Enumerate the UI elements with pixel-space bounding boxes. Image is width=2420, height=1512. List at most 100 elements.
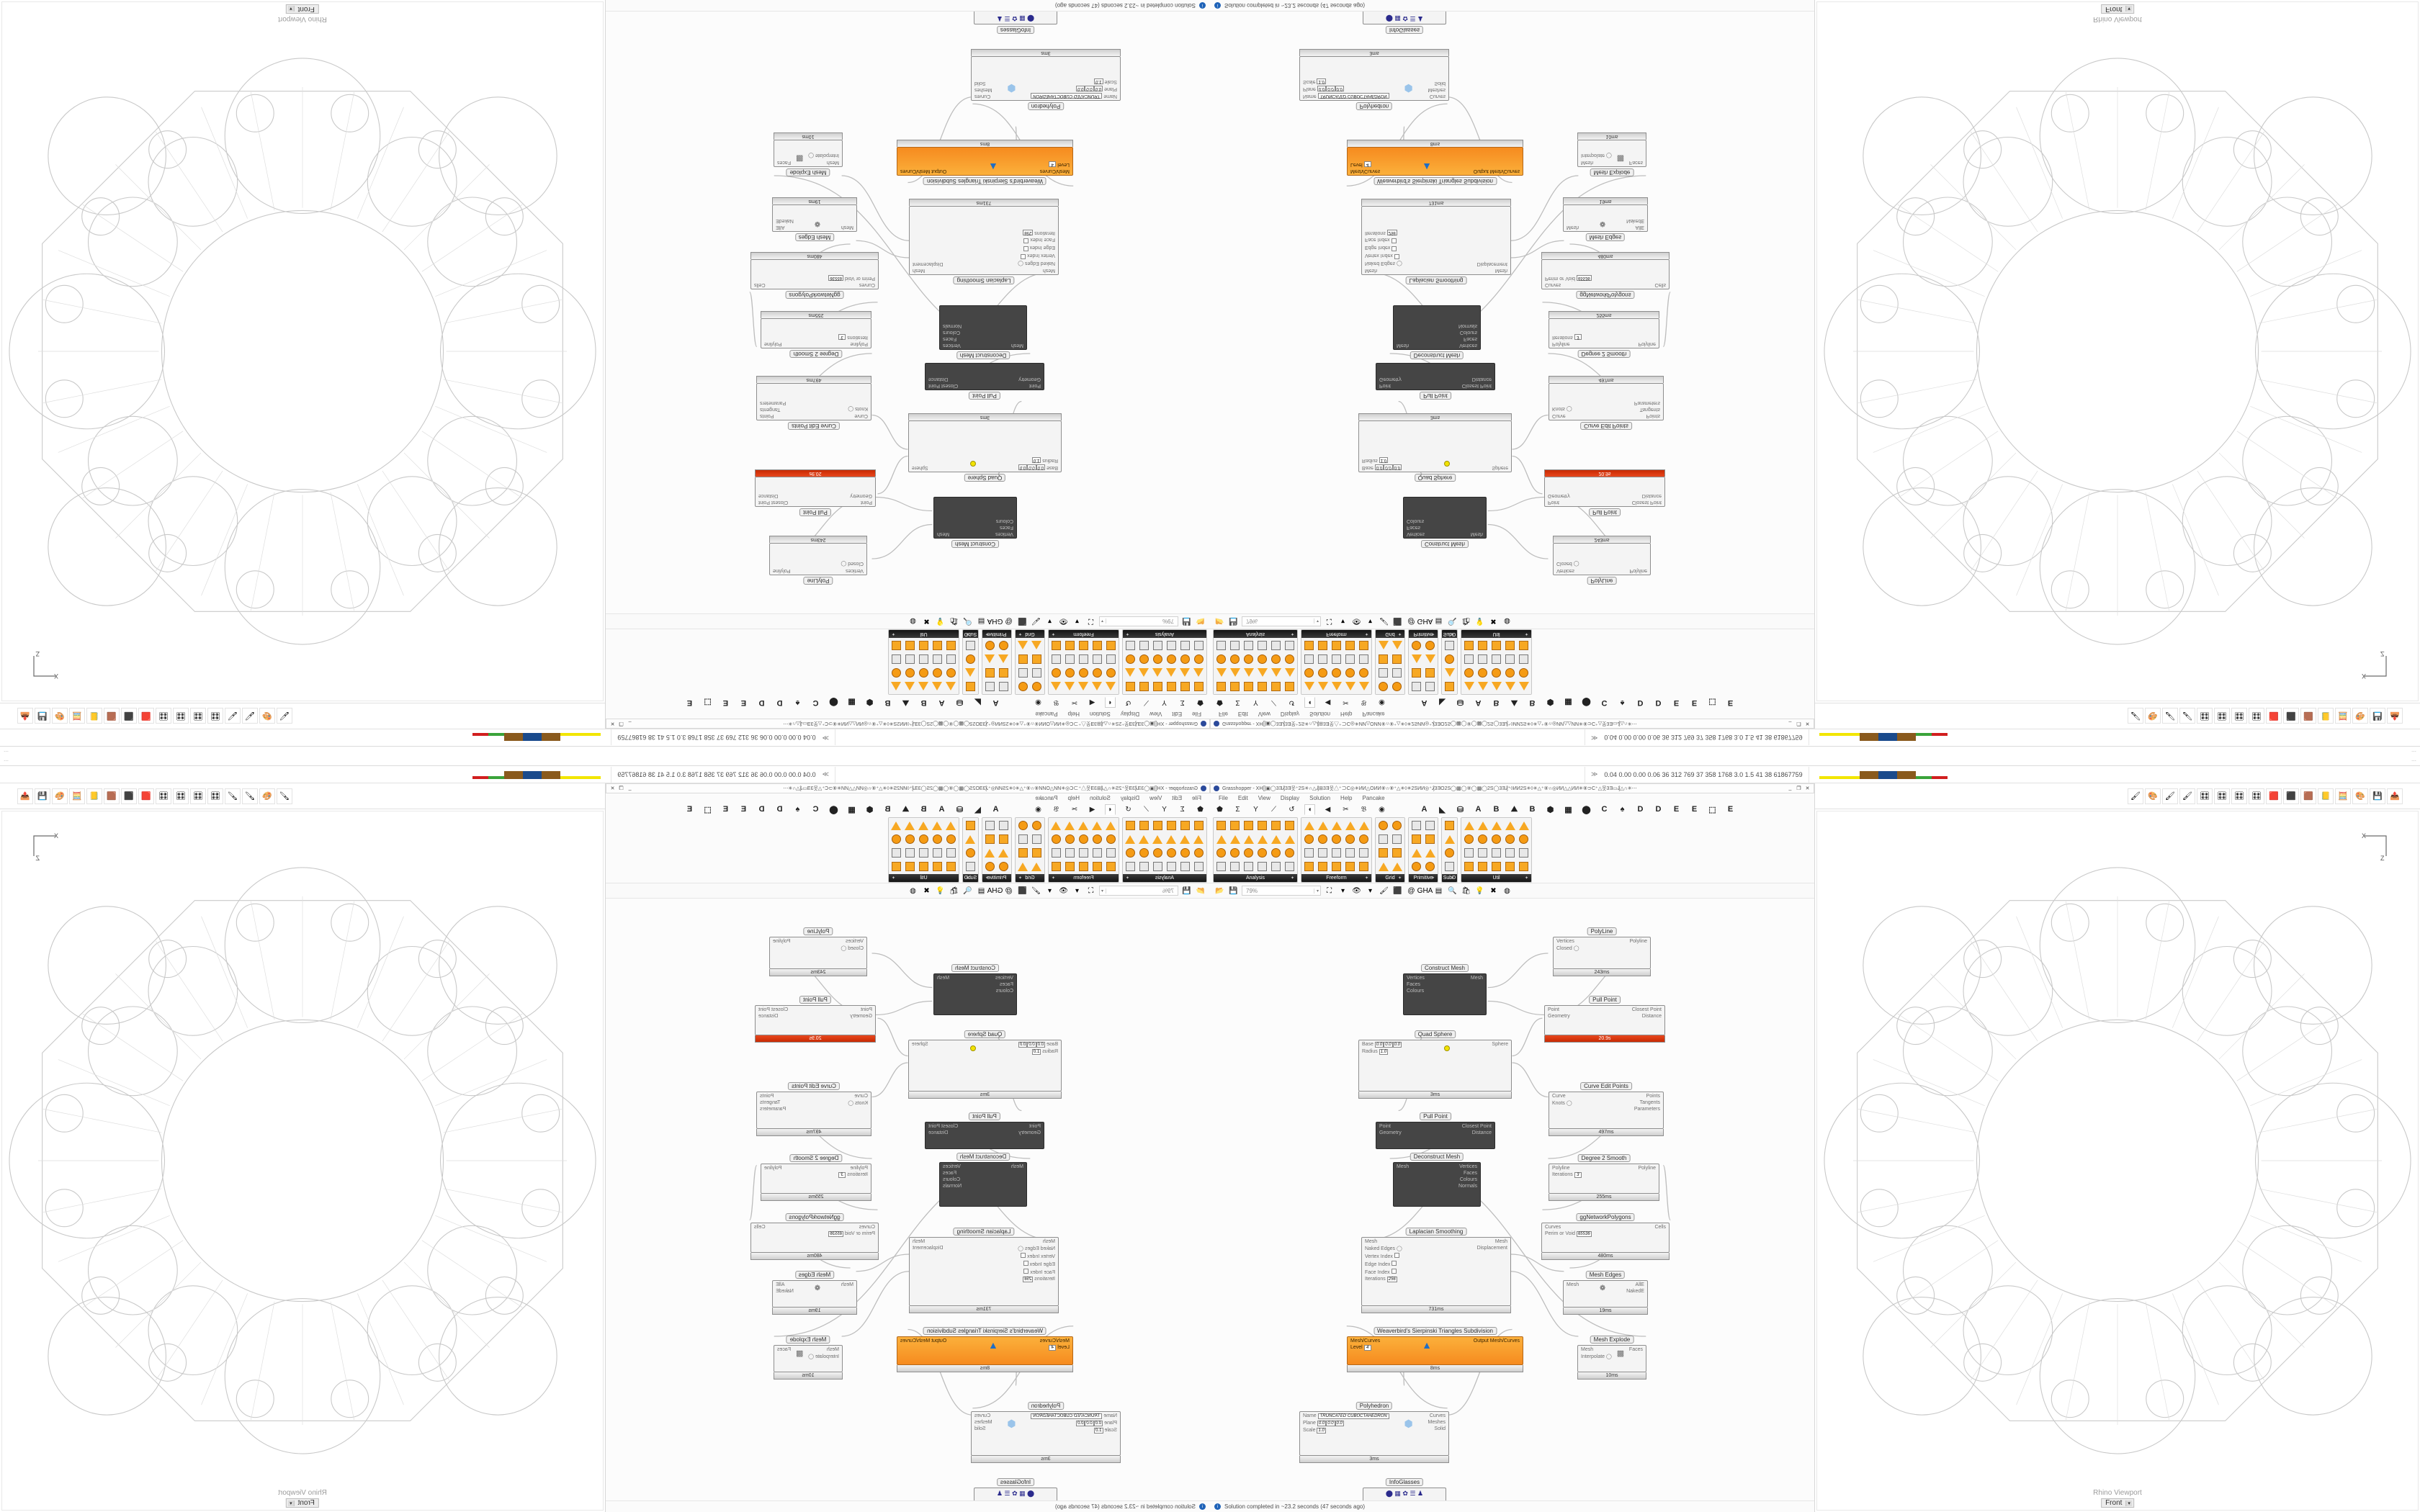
- component-icon[interactable]: [1165, 680, 1178, 693]
- transform-icon[interactable]: 𝔅: [1053, 698, 1059, 707]
- component-icon[interactable]: [1030, 652, 1044, 666]
- node-output-tangents[interactable]: Tangents: [760, 407, 781, 412]
- plugin-category-1[interactable]: ◣: [1439, 805, 1446, 814]
- component-icon[interactable]: [1165, 639, 1178, 652]
- gh-node-degree2-smooth-1[interactable]: Degree 2 Smooth Polyline Iterations 3 Polyl…: [1549, 1154, 1659, 1201]
- node-input-perim-or-void[interactable]: Perim or Void 65536: [1545, 1231, 1592, 1237]
- node-output-solid[interactable]: Solid: [1434, 81, 1446, 86]
- gh-node-deconstruct-mesh[interactable]: Deconstruct Mesh Mesh Vertices Faces Colours…: [1393, 305, 1481, 359]
- component-icon[interactable]: [889, 832, 903, 846]
- component-icon[interactable]: [1063, 666, 1077, 680]
- component-icon[interactable]: [1214, 860, 1228, 873]
- mesh-icon[interactable]: ◀: [1089, 805, 1095, 814]
- maximize-button[interactable]: ❐: [619, 721, 624, 726]
- gh-tab-label-util[interactable]: Util ✦: [889, 630, 959, 638]
- component-icon[interactable]: [1462, 652, 1476, 666]
- node-body[interactable]: Point Geometry Closest Point Distance: [1376, 363, 1495, 390]
- toolstrip-icon-8[interactable]: ▤: [977, 886, 985, 895]
- gh-node-polyhedron[interactable]: Polyhedron Name TRUNCATED CUBOCTAHEDRON Pl…: [971, 1402, 1121, 1463]
- component-icon[interactable]: [983, 819, 997, 832]
- component-icon[interactable]: [1151, 652, 1165, 666]
- component-icon[interactable]: [1090, 680, 1104, 693]
- component-icon[interactable]: [1030, 666, 1044, 680]
- node-output-parameters[interactable]: Parameters: [1634, 1107, 1660, 1112]
- component-icon[interactable]: [1165, 832, 1178, 846]
- component-icon[interactable]: [1503, 666, 1517, 680]
- component-icon[interactable]: [1376, 819, 1390, 832]
- gh-menu-file[interactable]: File: [1192, 711, 1201, 717]
- node-output-mesh[interactable]: Mesh: [937, 976, 950, 981]
- component-icon[interactable]: [997, 832, 1010, 846]
- component-icon[interactable]: [983, 860, 997, 873]
- component-icon[interactable]: [889, 652, 903, 666]
- component-icon[interactable]: [944, 832, 958, 846]
- component-icon[interactable]: [1228, 860, 1242, 873]
- palette-3-icon[interactable]: 🎛: [173, 788, 189, 804]
- node-body[interactable]: ⬤ ▦ ✿ ☰ ♟: [974, 12, 1057, 24]
- paint-pour-icon[interactable]: 🖌: [277, 708, 292, 724]
- node-output-mesh[interactable]: Mesh: [1470, 531, 1483, 536]
- gh-node-laplacian-smoothing[interactable]: Laplacian Smoothing Mesh Naked Edges ◯ Vert…: [1361, 199, 1511, 284]
- component-icon[interactable]: [1489, 639, 1503, 652]
- mesh-icon[interactable]: ◀: [1089, 698, 1095, 707]
- gh-menu-view[interactable]: View: [1258, 795, 1270, 801]
- close-button[interactable]: ✕: [610, 786, 615, 791]
- component-icon[interactable]: [1104, 680, 1118, 693]
- component-icon[interactable]: [1316, 819, 1330, 832]
- viewport-projection-dropdown[interactable]: Front ▾: [286, 4, 319, 14]
- component-icon[interactable]: [1269, 832, 1283, 846]
- render-red-icon[interactable]: 🟥: [138, 708, 154, 724]
- node-input-edge-index[interactable]: Edge Index: [1018, 1261, 1055, 1267]
- gh-menu-solution[interactable]: Solution: [1309, 711, 1331, 717]
- gh-node-curve-edit-points[interactable]: Curve Edit Points Curve Knots ◯ Points Tange…: [1549, 1082, 1664, 1136]
- transform-icon[interactable]: 𝔅: [1361, 805, 1367, 814]
- component-icon[interactable]: [1489, 819, 1503, 832]
- node-output-faces[interactable]: Faces: [943, 1171, 957, 1176]
- gh-tab-label-analysis[interactable]: Analysis ✦: [1214, 630, 1297, 638]
- component-icon[interactable]: [1077, 666, 1090, 680]
- gh-node-curve-edit-points[interactable]: Curve Edit Points Curve Knots ◯ Points Tange…: [756, 1082, 871, 1136]
- component-icon[interactable]: [1423, 680, 1437, 693]
- gh-tab-label-freeform[interactable]: Freeform ✦: [1301, 874, 1371, 882]
- save-blue-icon[interactable]: 💾: [2370, 708, 2385, 724]
- node-input-level[interactable]: Level 4: [1040, 161, 1070, 167]
- gh-tab-label-primitive[interactable]: Primitive ✦: [982, 874, 1011, 882]
- node-input-scale[interactable]: Scale 1.0: [1303, 1428, 1326, 1434]
- component-icon[interactable]: [1137, 639, 1151, 652]
- component-icon[interactable]: [1192, 860, 1206, 873]
- curve-icon[interactable]: ↺: [1125, 698, 1131, 707]
- gh-node-laplacian-smoothing[interactable]: Laplacian Smoothing Mesh Naked Edges ◯ Vert…: [1361, 1228, 1511, 1313]
- toolstrip-icon-8[interactable]: ▤: [977, 617, 985, 626]
- paint-pour-icon[interactable]: 🖌: [277, 788, 292, 804]
- node-body[interactable]: Curves Perim or Void 65536 Cells: [1541, 1223, 1670, 1253]
- chevron-down-icon[interactable]: ✦: [1290, 876, 1294, 881]
- gh-tab-label-primitive[interactable]: Primitive ✦: [1409, 630, 1438, 638]
- node-input-radius[interactable]: Radius 1.0: [1031, 1049, 1058, 1055]
- node-output-alle[interactable]: AllE: [776, 1282, 785, 1287]
- chevron-down-icon[interactable]: ✦: [966, 631, 970, 636]
- component-icon[interactable]: [1476, 819, 1489, 832]
- palette-4-icon[interactable]: 🎛: [156, 708, 171, 724]
- component-icon[interactable]: [1376, 846, 1390, 860]
- node-input-vertex-index[interactable]: Vertex Index: [1365, 253, 1402, 259]
- component-icon[interactable]: [1462, 666, 1476, 680]
- save-disk-icon[interactable]: 💾: [1229, 617, 1238, 626]
- component-icon[interactable]: [1517, 652, 1531, 666]
- component-icon[interactable]: [1016, 819, 1030, 832]
- node-body[interactable]: Curve Knots ◯ Points Tangents Parameters: [756, 383, 871, 420]
- node-output-closest-point[interactable]: Closest Point: [928, 383, 959, 388]
- component-icon[interactable]: [964, 652, 977, 666]
- component-icon[interactable]: [1214, 652, 1228, 666]
- minimize-button[interactable]: _: [1788, 786, 1792, 791]
- paint-pour-3-icon[interactable]: 🖌: [225, 788, 241, 804]
- node-output-distance[interactable]: Distance: [758, 493, 779, 498]
- component-icon[interactable]: [903, 860, 917, 873]
- component-icon[interactable]: [1283, 652, 1296, 666]
- toolstrip-icon-5[interactable]: ⬛: [1393, 617, 1402, 626]
- toolstrip-icon-7[interactable]: GHA: [1417, 886, 1433, 895]
- paint-pour-2-icon[interactable]: 🖌: [242, 788, 258, 804]
- component-icon[interactable]: [1343, 846, 1357, 860]
- gh-node-weaverbird-sierpinski[interactable]: Weaverbird's Sierpinski Triangles Subdiv…: [897, 1327, 1073, 1372]
- toolstrip-icon-7[interactable]: GHA: [987, 886, 1003, 895]
